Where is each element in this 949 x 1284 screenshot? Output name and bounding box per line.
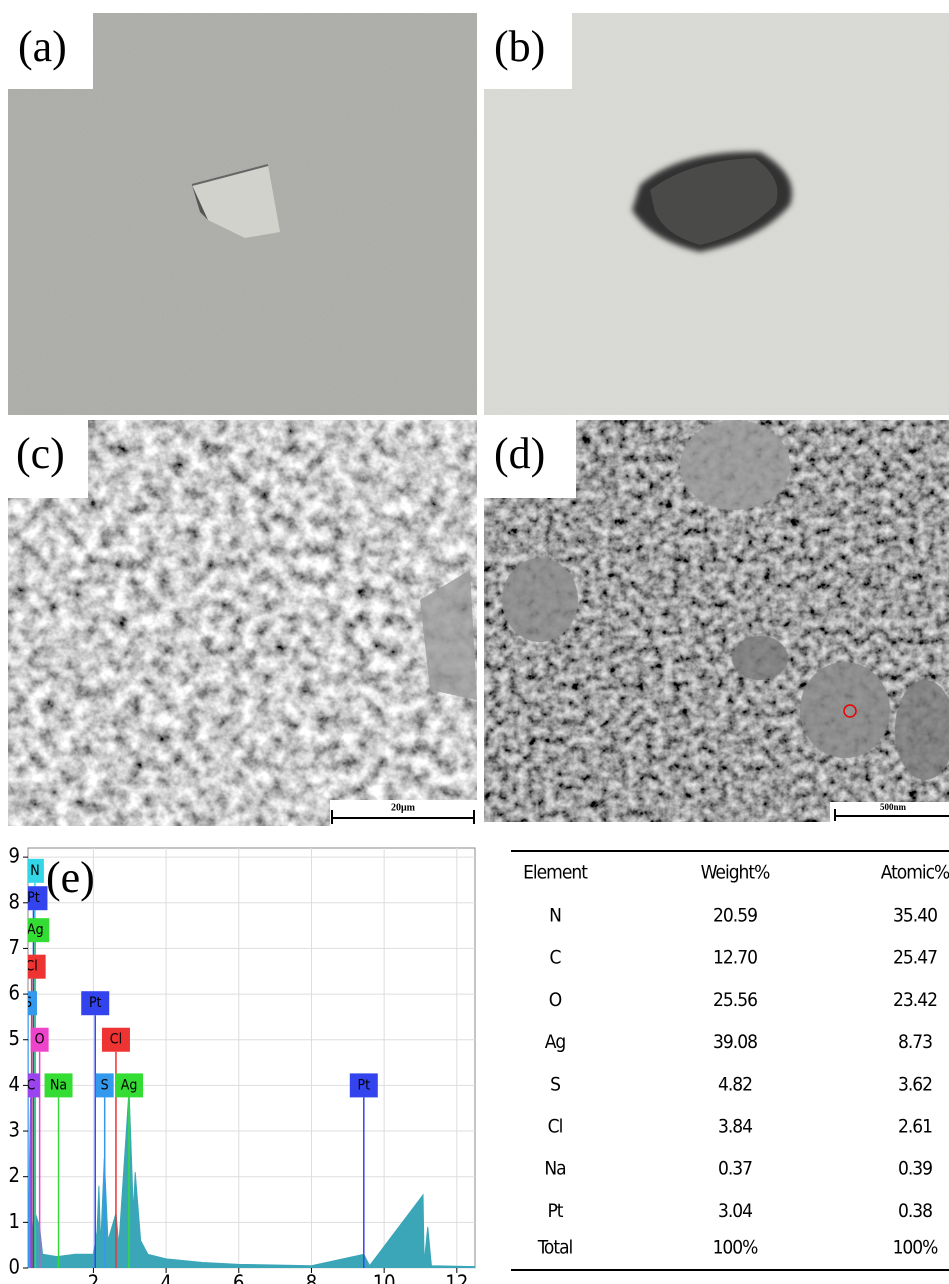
x-tick-label: 10: [373, 1271, 396, 1284]
peak-marker-label: Pt: [89, 995, 102, 1011]
table-cell: Cl: [548, 1116, 563, 1138]
x-tick-label: 12: [445, 1271, 468, 1284]
y-tick-label: 7: [9, 935, 20, 959]
sem-d: (d) 500nm: [484, 420, 949, 822]
y-tick-label: 0: [9, 1255, 20, 1279]
table-header: Atomic%: [881, 862, 949, 884]
table-cell: Pt: [547, 1200, 563, 1222]
y-tick-label: 4: [9, 1072, 20, 1096]
table-cell: 0.37: [718, 1158, 752, 1180]
peak-marker-label: S: [24, 995, 32, 1011]
composition-table: Element Weight% Atomic% N 20.59 35.40 C 12.70 25…: [511, 851, 949, 1270]
photo-b: (b): [484, 13, 949, 415]
peak-marker-label: Ag: [121, 1077, 138, 1093]
panel-label: (d): [494, 429, 545, 478]
peak-marker-label: Ag: [27, 922, 44, 938]
scale-bar-label: 20μm: [391, 802, 416, 813]
panel-label: (e): [46, 853, 95, 902]
y-tick-label: 3: [9, 1118, 20, 1142]
table-cell: S: [550, 1073, 560, 1095]
peak-marker-label: Cl: [110, 1032, 122, 1048]
table-cell: 35.40: [893, 905, 937, 927]
table-cell: 0.38: [898, 1200, 932, 1222]
table-cell: C: [550, 947, 562, 969]
figure-canvas: (a) (b) (c) 20μm (d) 500nm: [0, 0, 949, 1284]
y-tick-label: 8: [9, 889, 20, 913]
table-cell: 20.59: [713, 905, 757, 927]
table-header: Weight%: [701, 862, 770, 884]
table-cell: Total: [537, 1237, 573, 1259]
panel-label: (c): [16, 429, 65, 478]
x-tick-label: 8: [306, 1271, 317, 1284]
photo-a: (a): [8, 13, 477, 415]
y-tick-label: 9: [9, 844, 20, 868]
peak-marker-label: N: [30, 863, 39, 879]
x-tick-label: 6: [233, 1271, 244, 1284]
table-cell: 3.04: [718, 1200, 752, 1222]
table-cell: N: [549, 905, 561, 927]
table-cell: 100%: [713, 1237, 759, 1259]
peak-marker-label: Pt: [27, 890, 40, 906]
table-cell: 0.39: [898, 1158, 932, 1180]
panel-label: (a): [18, 22, 67, 71]
table-cell: 23.42: [893, 989, 937, 1011]
y-tick-label: 6: [9, 981, 20, 1005]
table-cell: 25.47: [893, 947, 937, 969]
table-cell: 4.82: [718, 1073, 752, 1095]
panel-label: (b): [494, 22, 545, 71]
table-cell: 2.61: [898, 1116, 932, 1138]
figure: (a) (b) (c) 20μm (d) 500nm: [0, 0, 949, 1284]
table-cell: Na: [544, 1158, 565, 1180]
x-tick-label: 4: [160, 1271, 171, 1284]
table-header: Element: [523, 862, 588, 884]
y-tick-label: 2: [9, 1163, 20, 1187]
table-cell: 3.84: [718, 1116, 752, 1138]
table-cell: O: [549, 989, 562, 1011]
table-cell: 39.08: [713, 1031, 757, 1053]
scale-bar-label: 500nm: [880, 802, 907, 812]
x-tick-label: 2: [88, 1271, 99, 1284]
y-tick-label: 1: [9, 1209, 20, 1233]
table-cell: 12.70: [713, 947, 757, 969]
table-cell: 100%: [893, 1237, 939, 1259]
sem-c: (c) 20μm: [8, 420, 477, 826]
peak-marker-label: O: [35, 1032, 45, 1048]
table-cell: 3.62: [898, 1073, 932, 1095]
peak-marker-label: Pt: [358, 1077, 371, 1093]
table-cell: Ag: [545, 1031, 566, 1053]
peak-marker-label: S: [101, 1077, 109, 1093]
table-cell: 25.56: [713, 989, 757, 1011]
y-tick-label: 5: [9, 1026, 20, 1050]
peak-marker-label: Na: [50, 1077, 67, 1093]
peak-marker-label: Cl: [25, 959, 37, 975]
table-cell: 8.73: [898, 1031, 932, 1053]
